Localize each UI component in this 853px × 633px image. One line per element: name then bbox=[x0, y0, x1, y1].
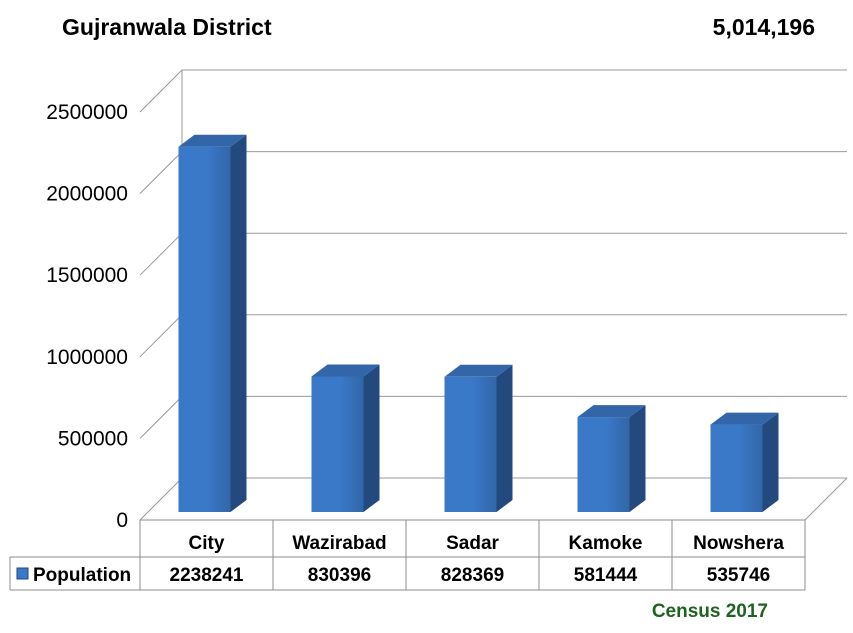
bar-top bbox=[444, 364, 513, 377]
bar-side bbox=[629, 405, 646, 512]
bar-wazirabad bbox=[311, 364, 380, 512]
category-label: Nowshera bbox=[693, 533, 784, 554]
value-label: 828369 bbox=[441, 565, 504, 586]
y-tick-label: 2000000 bbox=[46, 183, 128, 206]
y-tick-label: 500000 bbox=[58, 427, 128, 450]
bar-top bbox=[710, 412, 779, 425]
y-tick-label: 1500000 bbox=[46, 264, 128, 287]
bar-sadar bbox=[444, 364, 513, 512]
y-tick-label: 2500000 bbox=[46, 101, 128, 124]
category-label: City bbox=[189, 533, 225, 554]
value-label: 581444 bbox=[574, 565, 638, 586]
y-tick-label: 1000000 bbox=[46, 346, 128, 369]
bar-side bbox=[762, 412, 779, 512]
bar-top bbox=[311, 364, 380, 377]
chart-title: Gujranwala District bbox=[62, 14, 272, 40]
source-note: Census 2017 bbox=[652, 601, 768, 622]
bars bbox=[178, 134, 779, 513]
y-axis-tick-labels: 0 500000 1000000 1500000 2000000 2500000 bbox=[46, 101, 128, 532]
series-name: Population bbox=[33, 565, 131, 586]
legend-key bbox=[16, 567, 29, 580]
bar-side bbox=[363, 364, 380, 512]
bar-front bbox=[710, 424, 763, 512]
bar-front bbox=[577, 417, 630, 512]
value-label: 2238241 bbox=[170, 565, 244, 586]
data-table: City Wazirabad Sadar Kamoke Nowshera 2238241 8… bbox=[9, 519, 806, 591]
category-label: Sadar bbox=[446, 533, 499, 554]
district-total: 5,014,196 bbox=[713, 14, 815, 40]
value-label: 830396 bbox=[308, 565, 371, 586]
bar-city bbox=[178, 134, 247, 513]
bar-top bbox=[178, 134, 247, 147]
bar-kamoke bbox=[577, 405, 646, 512]
bar-side bbox=[496, 364, 513, 512]
bar-top bbox=[577, 405, 646, 418]
gridline-5 bbox=[139, 69, 847, 113]
value-label: 535746 bbox=[707, 565, 770, 586]
bar-front bbox=[178, 146, 231, 513]
bar-front bbox=[444, 376, 497, 512]
bar-front bbox=[311, 376, 364, 512]
y-tick-label: 0 bbox=[116, 509, 128, 532]
bar-side bbox=[230, 134, 247, 513]
category-label: Wazirabad bbox=[292, 533, 386, 554]
bar-nowshera bbox=[710, 412, 779, 512]
category-label: Kamoke bbox=[569, 533, 643, 554]
